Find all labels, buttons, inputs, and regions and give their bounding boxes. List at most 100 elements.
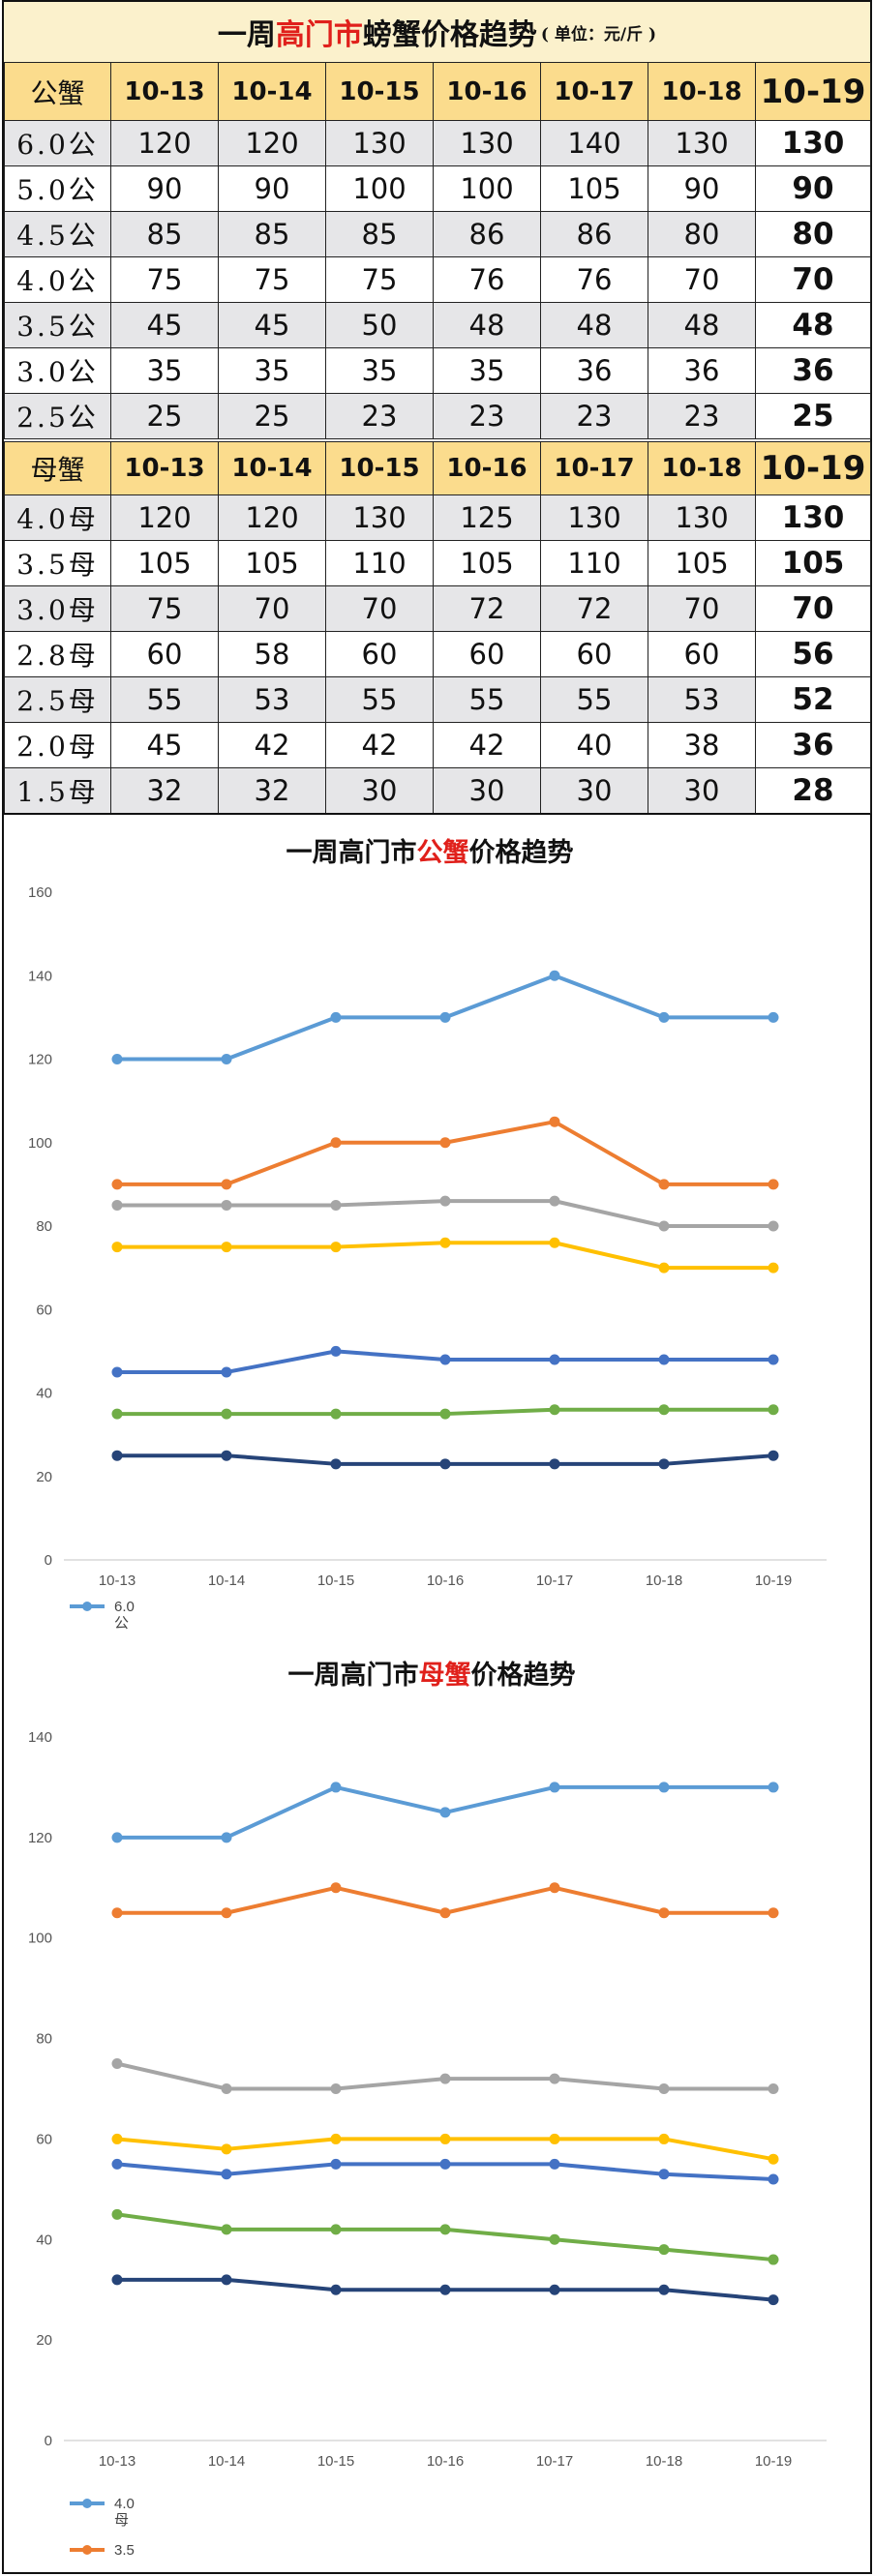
table-row: 3.0母 75 70 70 72 72 70 70 [4,585,871,632]
price-cell: 48 [648,302,756,348]
x-tick-label: 10-19 [755,1573,792,1589]
y-tick-label: 140 [28,1729,52,1746]
price-cell: 42 [218,722,326,768]
price-cell: 76 [433,256,541,303]
row-label: 3.0公 [4,347,111,394]
data-point [658,1404,670,1416]
chart-title-part: 一周高门市 [286,837,417,868]
data-point [658,2083,670,2094]
chart-legend: 6.0公5.0 [70,1599,135,1632]
table-header-label: 公蟹 [4,62,111,121]
price-cell: 36 [755,722,871,768]
data-point [221,1199,232,1211]
data-point [330,1782,342,1793]
data-point [111,2208,123,2220]
table-row: 1.5母 32 32 30 30 30 30 28 [4,767,871,814]
date-header: 10-18 [648,62,756,121]
price-cell: 30 [648,767,756,814]
data-point [439,1907,451,1919]
data-point [549,2133,560,2144]
x-tick-label: 10-16 [427,1573,464,1589]
date-header: 10-19 [755,441,871,495]
data-point [439,1354,451,1365]
series-1 [111,970,779,1064]
legend-marker [82,2545,92,2555]
data-point [330,2284,342,2295]
price-cell: 30 [325,767,434,814]
data-point [658,1179,670,1190]
data-point [439,1807,451,1818]
legend-label: 公 [114,1615,129,1632]
data-point [439,2133,451,2144]
table-row: 4.0母 120 120 130 125 130 130 130 [4,494,871,541]
male-chart-panel: 一周高门市公蟹价格趋势 0 20 40 60 80 100 120 140 160 10-13 10-… [4,813,870,1639]
date-header: 10-17 [540,441,648,495]
data-point [221,1408,232,1420]
data-point [658,1458,670,1470]
title-unit: ( 单位：元/斤 ) [540,24,657,45]
row-label: 4.5公 [4,211,111,257]
price-cell: 130 [648,494,756,541]
data-point [549,1354,560,1365]
row-label: 2.0母 [4,722,111,768]
x-tick-label: 10-16 [427,2453,464,2470]
data-point [330,1408,342,1420]
price-cell: 90 [218,165,326,212]
price-cell: 85 [218,211,326,257]
data-point [439,2284,451,2295]
price-cell: 32 [110,767,219,814]
data-point [330,2083,342,2094]
data-point [330,1458,342,1470]
price-cell: 85 [110,211,219,257]
price-cell: 45 [110,302,219,348]
data-point [768,2153,779,2165]
chart-title: 一周高门市母蟹价格趋势 [288,1660,576,1691]
price-cell: 86 [433,211,541,257]
y-tick-label: 100 [28,1931,52,1947]
data-point [549,1782,560,1793]
data-point [549,1237,560,1248]
data-point [221,2143,232,2155]
table-row: 3.5母 105 105 110 105 110 105 105 [4,540,871,586]
price-cell: 23 [540,393,648,439]
data-point [549,2233,560,2245]
data-point [549,1404,560,1416]
price-cell: 75 [110,585,219,632]
chart-title-part: 母蟹 [419,1661,471,1691]
price-cell: 80 [648,211,756,257]
y-tick-label: 40 [36,2232,52,2248]
price-cell: 130 [755,494,871,541]
price-cell: 28 [755,767,871,814]
data-point [768,1450,779,1461]
table-row: 2.0母 45 42 42 42 40 38 36 [4,722,871,768]
data-point [330,1882,342,1894]
chart-title-part: 价格趋势 [471,1661,576,1691]
price-cell: 30 [540,767,648,814]
legend-marker [82,2499,92,2508]
legend-marker [82,1602,92,1611]
price-cell: 75 [110,256,219,303]
row-label: 3.5公 [4,302,111,348]
price-cell: 105 [540,165,648,212]
data-point [439,2073,451,2084]
data-point [111,1199,123,1211]
price-cell: 72 [540,585,648,632]
date-header: 10-17 [540,62,648,121]
data-point [221,1450,232,1461]
table-header-row: 母蟹 10-13 10-14 10-15 10-16 10-17 10-18 10-19 [4,441,871,495]
data-point [111,2058,123,2070]
data-point [658,2169,670,2180]
price-cell: 130 [433,120,541,166]
price-cell: 48 [433,302,541,348]
series-3 [111,1195,779,1232]
data-point [439,2158,451,2170]
x-tick-label: 10-14 [208,1573,245,1589]
price-cell: 80 [755,211,871,257]
x-tick-label: 10-17 [536,2453,573,2470]
data-point [221,1179,232,1190]
price-cell: 55 [325,676,434,723]
series-3 [111,2058,779,2094]
data-point [768,2254,779,2265]
price-cell: 25 [755,393,871,439]
